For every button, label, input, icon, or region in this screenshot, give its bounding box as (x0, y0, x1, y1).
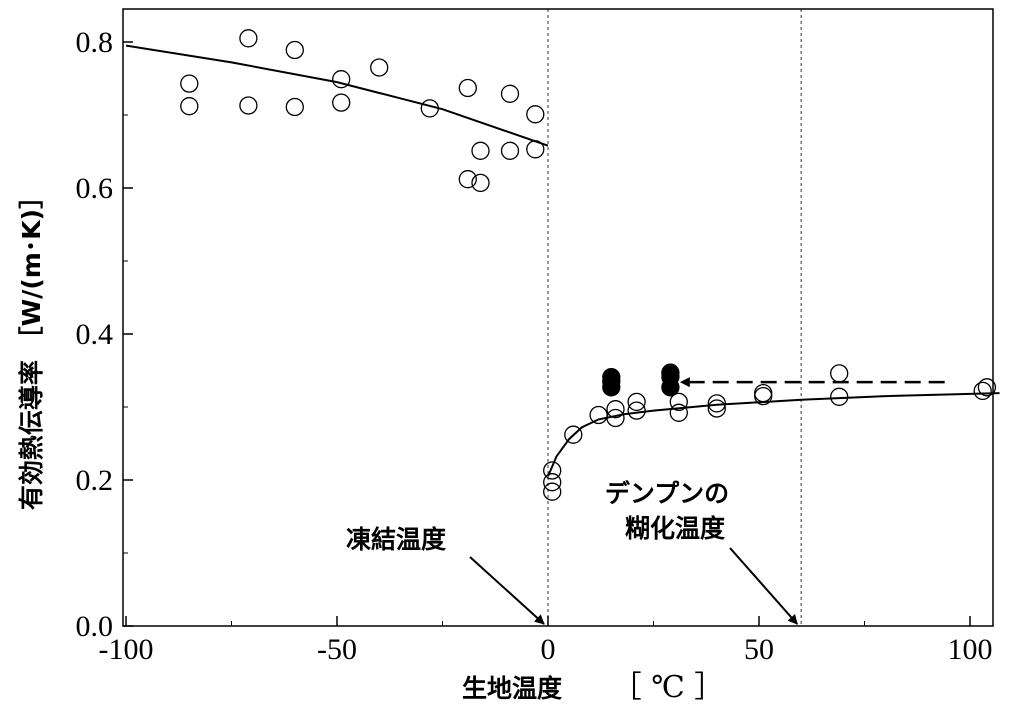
data-point-open (543, 482, 562, 501)
data-point-open (543, 473, 562, 492)
data-point-open (977, 378, 997, 397)
data-point-open (669, 403, 688, 422)
y-tick-label: 0.2 (76, 464, 114, 497)
data-point-open (471, 173, 490, 193)
data-point-open (458, 78, 477, 98)
data-point-open (500, 84, 520, 103)
data-point-open (627, 401, 646, 420)
data-point-open (589, 405, 608, 425)
data-point-open (606, 408, 625, 428)
data-point-open (285, 40, 304, 60)
x-tick-label: -100 (99, 633, 154, 666)
y-axis-title: 有効熱伝導率 ［W/(m･K)］ (17, 184, 46, 510)
data-point-open (239, 29, 258, 48)
y-tick-label: 0.4 (76, 318, 114, 351)
data-point-open (458, 170, 477, 189)
data-point-open (239, 96, 258, 115)
data-point-open (370, 58, 389, 77)
data-point-open (420, 99, 439, 118)
fit-curve (125, 44, 549, 147)
data-point-filled (661, 378, 680, 397)
data-point-open (627, 392, 646, 412)
x-tick-label: 100 (948, 633, 993, 666)
data-point-open (543, 461, 562, 480)
data-point-open (332, 70, 351, 89)
x-tick-label: 50 (744, 633, 774, 666)
y-tick-label: 0.0 (76, 610, 114, 643)
plot-frame (122, 8, 994, 627)
data-point-open (707, 399, 726, 418)
data-point-open (830, 387, 849, 406)
data-point-open (500, 141, 520, 160)
reference-label: デンプンの (605, 479, 729, 508)
fit-curve (547, 392, 1000, 477)
x-axis-unit: ［ ℃ ］ (612, 670, 725, 705)
data-point-open (471, 141, 490, 160)
reference-pointer-arrow (469, 556, 545, 625)
data-point-open (606, 400, 625, 419)
x-tick-label: 0 (541, 633, 556, 666)
y-tick-label: 0.8 (76, 26, 114, 59)
data-point-filled (602, 378, 621, 397)
data-point-open (526, 105, 545, 124)
data-point-open (973, 381, 992, 401)
data-point-open (180, 74, 199, 93)
data-point-open (830, 364, 849, 383)
data-point-open (332, 93, 351, 112)
data-point-open (285, 97, 304, 117)
data-point-open (180, 97, 199, 116)
data-point-open (754, 386, 773, 406)
x-tick-label: -50 (317, 633, 357, 666)
data-point-open (564, 425, 583, 444)
data-point-open (707, 394, 726, 413)
y-tick-label: 0.6 (76, 172, 114, 205)
data-point-open (669, 392, 688, 412)
x-axis-title: 生地温度 (462, 674, 562, 703)
data-point-open (526, 140, 545, 159)
reference-pointer-arrow (729, 547, 798, 625)
reference-label: 凍結温度 (346, 525, 446, 554)
reference-label: 糊化温度 (625, 514, 725, 543)
